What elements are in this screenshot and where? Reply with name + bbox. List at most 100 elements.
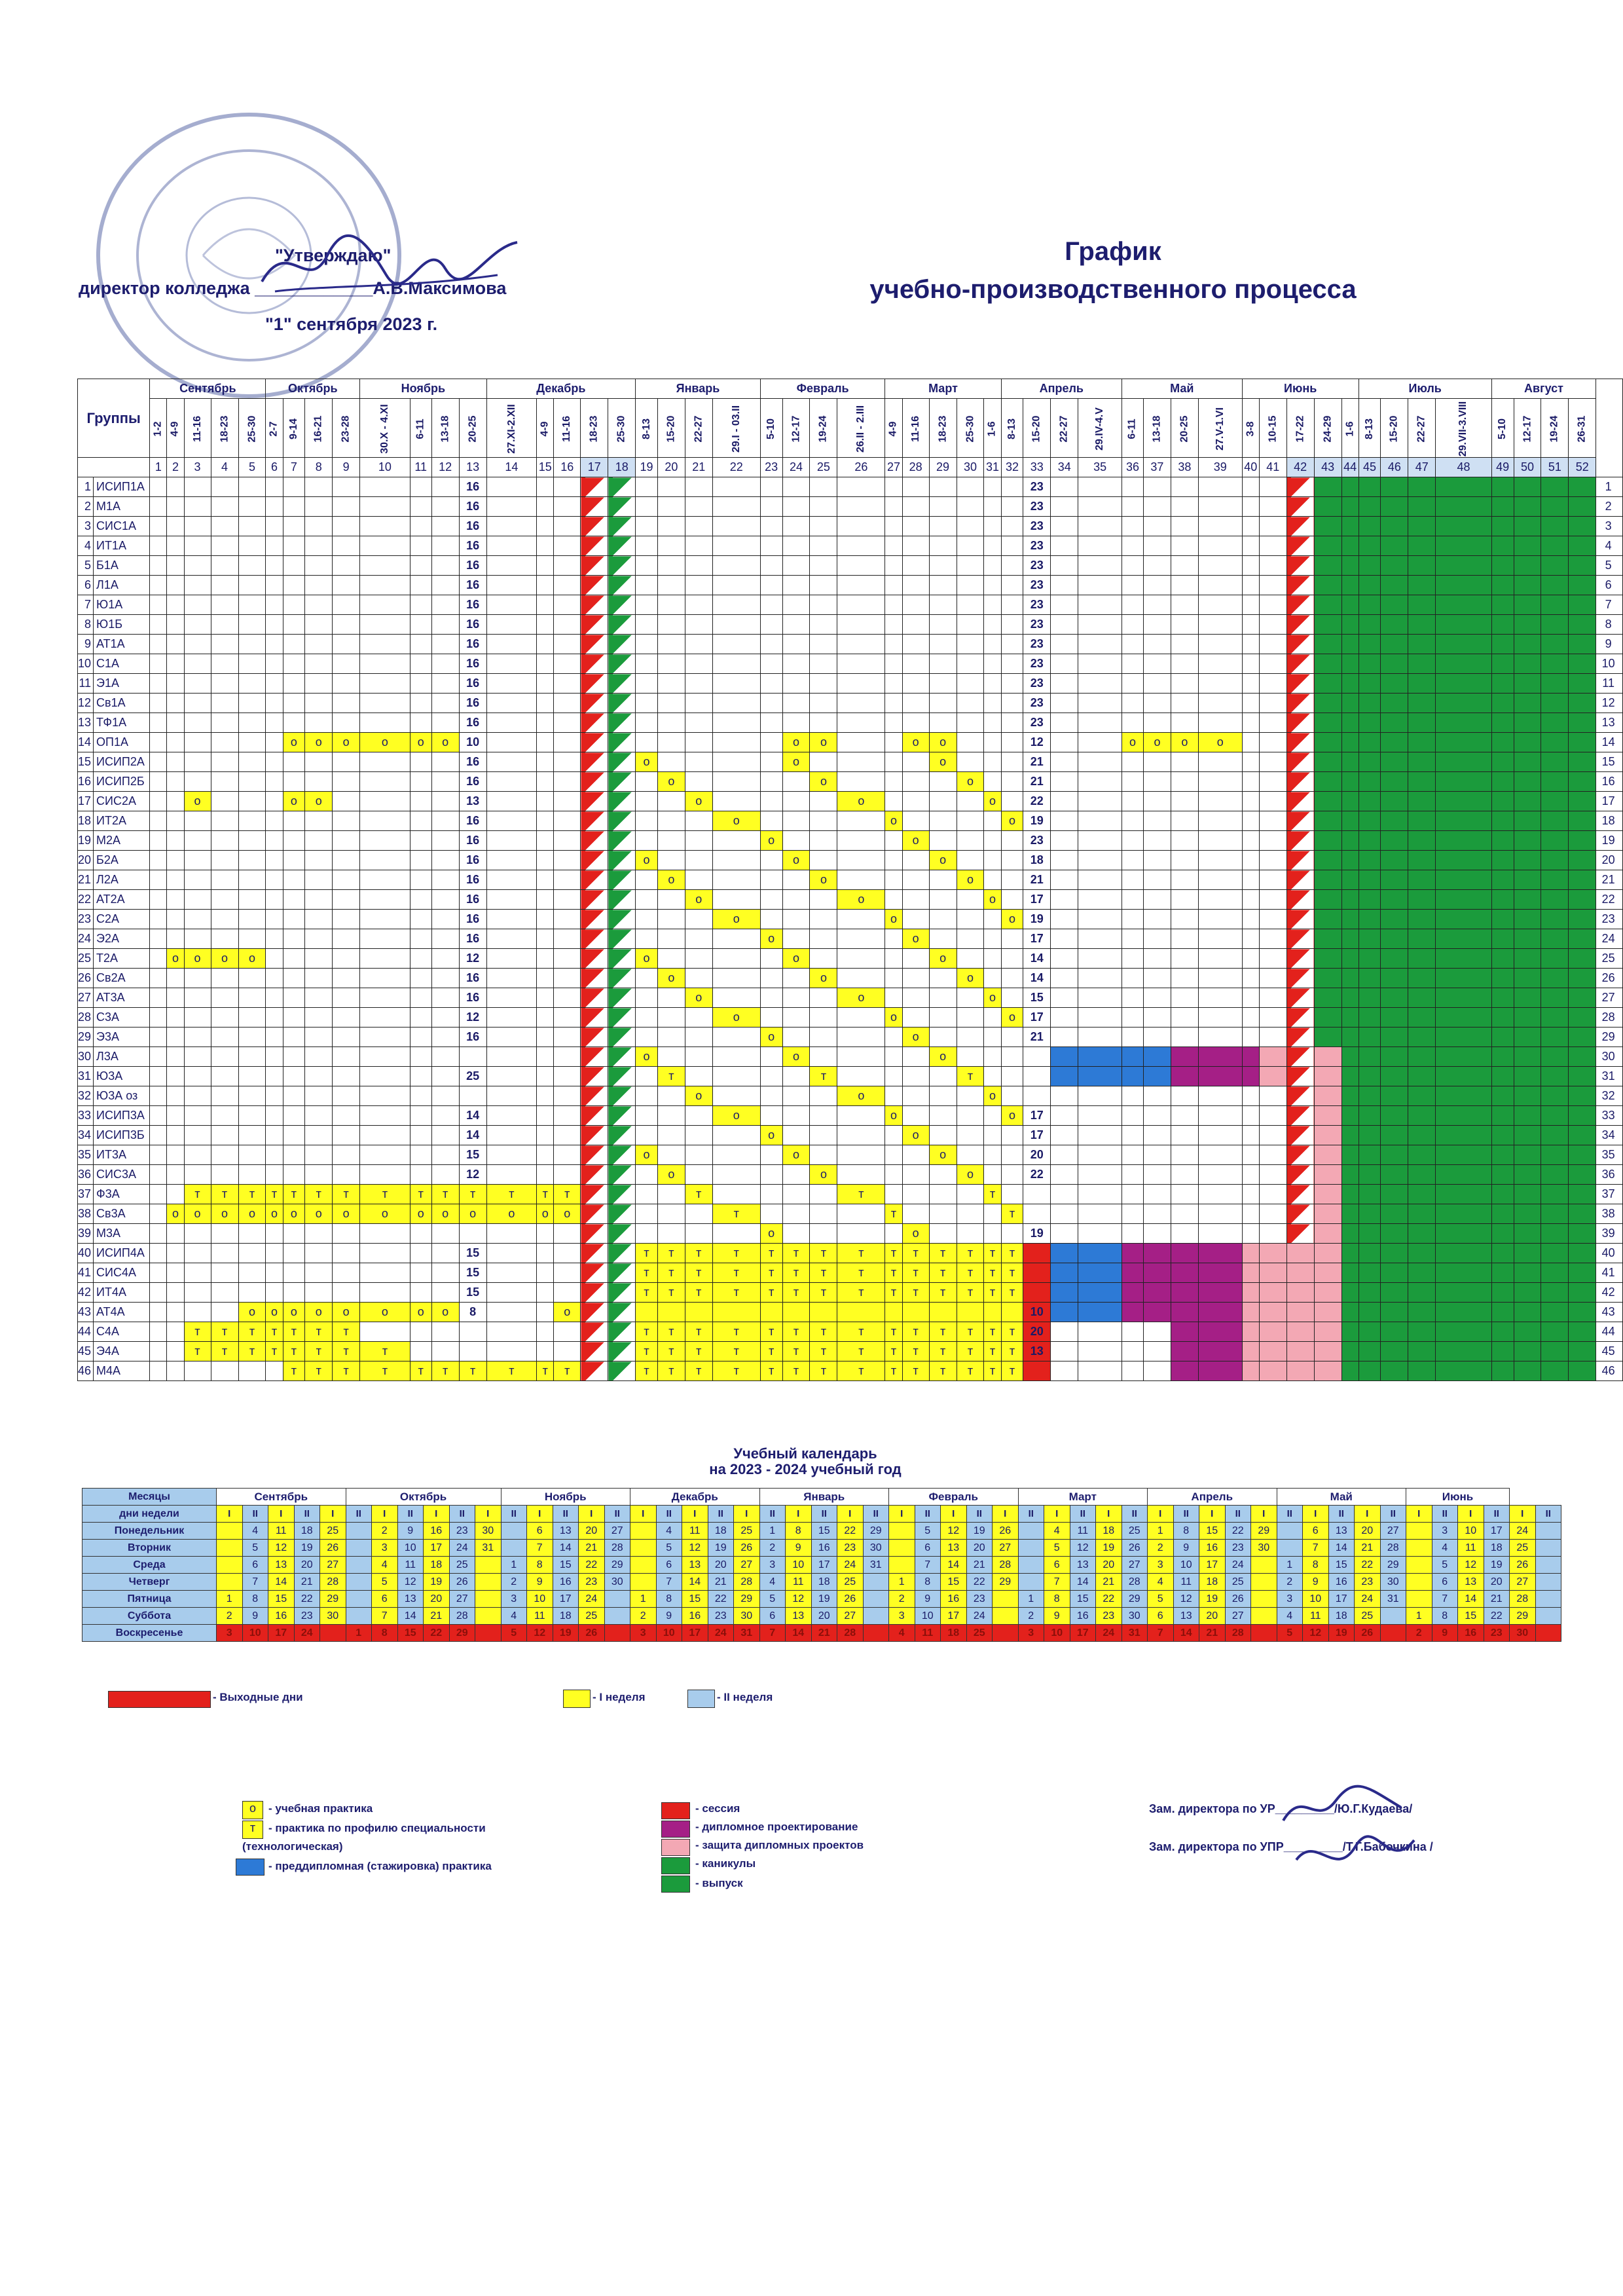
- schedule-cell: [928, 1027, 957, 1047]
- schedule-cell: [759, 732, 783, 752]
- schedule-cell: [431, 496, 460, 517]
- week-number: 23: [759, 457, 783, 477]
- schedule-cell: 23: [1023, 830, 1051, 851]
- calendar-day: 23: [578, 1573, 605, 1591]
- day-label: Вторник: [82, 1539, 217, 1557]
- schedule-cell: [759, 1086, 783, 1106]
- schedule-cell: [1513, 909, 1542, 929]
- calendar-day: [1535, 1607, 1561, 1625]
- schedule-cell: [782, 1302, 811, 1322]
- schedule-cell: [782, 634, 811, 654]
- week1-label: - I неделя: [593, 1691, 646, 1703]
- week-number: 49: [1491, 457, 1514, 477]
- schedule-cell: о: [782, 732, 811, 752]
- schedule-cell: [183, 693, 211, 713]
- schedule-cell: [431, 1282, 460, 1303]
- schedule-cell: [635, 516, 658, 536]
- schedule-cell: [1078, 1046, 1122, 1067]
- schedule-cell: [884, 1125, 903, 1145]
- schedule-cell: [712, 1086, 761, 1106]
- schedule-cell: 16: [458, 496, 487, 517]
- schedule-cell: [608, 575, 636, 595]
- schedule-cell: [657, 536, 685, 556]
- schedule-cell: [884, 791, 903, 811]
- schedule-cell: [1197, 1184, 1243, 1204]
- row-number-right: 17: [1596, 791, 1623, 811]
- schedule-cell: [359, 1263, 410, 1283]
- schedule-cell: [553, 1164, 581, 1185]
- week-type: II: [759, 1505, 786, 1523]
- schedule-cell: [759, 1184, 783, 1204]
- schedule-cell: [1513, 1007, 1542, 1028]
- schedule-cell: [332, 830, 361, 851]
- calendar-day: 14: [552, 1539, 579, 1557]
- group-name: Ю3А: [93, 1066, 151, 1086]
- schedule-cell: т: [902, 1263, 930, 1283]
- week-type: II: [1535, 1505, 1561, 1523]
- schedule-cell: т: [657, 1322, 685, 1342]
- schedule-cell: [782, 771, 811, 792]
- schedule-cell: [1170, 1125, 1199, 1145]
- schedule-cell: [983, 1302, 1002, 1322]
- schedule-cell: [956, 1125, 985, 1145]
- week-number: 48: [1435, 457, 1492, 477]
- schedule-cell: [759, 496, 783, 517]
- schedule-cell: о: [1197, 732, 1243, 752]
- row-number: 34: [77, 1125, 94, 1145]
- calendar-day: 26: [578, 1624, 605, 1642]
- calendar-month: Октябрь: [345, 1488, 501, 1506]
- schedule-cell: [809, 889, 838, 910]
- schedule-cell: [1341, 732, 1359, 752]
- schedule-cell: [902, 595, 930, 615]
- schedule-cell: [759, 791, 783, 811]
- week-type: II: [448, 1505, 475, 1523]
- schedule-cell: [1142, 850, 1171, 870]
- schedule-cell: [1341, 1164, 1359, 1185]
- week-type: II: [1069, 1505, 1096, 1523]
- schedule-cell: [1241, 811, 1260, 831]
- schedule-cell: [1341, 693, 1359, 713]
- schedule-cell: [304, 673, 333, 694]
- schedule-cell: [536, 555, 555, 576]
- schedule-cell: [1341, 811, 1359, 831]
- schedule-cell: о: [902, 830, 930, 851]
- schedule-cell: [1313, 771, 1342, 792]
- schedule-cell: [1142, 614, 1171, 635]
- group-name: Т2А: [93, 948, 151, 969]
- schedule-cell: [1000, 1125, 1024, 1145]
- schedule-cell: [580, 693, 609, 713]
- group-name: СИС1А: [93, 516, 151, 536]
- schedule-cell: о: [884, 811, 903, 831]
- week-number: 51: [1541, 457, 1569, 477]
- schedule-cell: [409, 1243, 432, 1263]
- schedule-cell: [1313, 1204, 1342, 1224]
- schedule-cell: [1258, 732, 1287, 752]
- schedule-cell: [359, 1223, 410, 1244]
- schedule-cell: [1341, 477, 1359, 497]
- schedule-cell: [657, 1105, 685, 1126]
- calendar-day: 29: [733, 1590, 760, 1608]
- schedule-cell: [1000, 889, 1024, 910]
- schedule-cell: [1241, 634, 1260, 654]
- director-signature: [261, 234, 518, 293]
- calendar-day: [345, 1573, 372, 1591]
- schedule-cell: [782, 536, 811, 556]
- schedule-cell: [1568, 1145, 1597, 1165]
- row-number: 45: [77, 1341, 94, 1361]
- schedule-cell: [956, 1302, 985, 1322]
- schedule-cell: т: [884, 1243, 903, 1263]
- schedule-cell: [983, 968, 1002, 988]
- schedule-cell: [580, 1322, 609, 1342]
- schedule-cell: [1000, 1086, 1024, 1106]
- schedule-cell: [1078, 1302, 1122, 1322]
- schedule-cell: [166, 1361, 185, 1381]
- deputy-signature-2: [1295, 1835, 1415, 1861]
- schedule-cell: [782, 477, 811, 497]
- schedule-cell: [166, 1046, 185, 1067]
- schedule-cell: [782, 555, 811, 576]
- schedule-cell: [1258, 830, 1287, 851]
- schedule-cell: [210, 1105, 239, 1126]
- schedule-cell: т: [657, 1282, 685, 1303]
- schedule-cell: [657, 713, 685, 733]
- schedule-cell: [1122, 1125, 1144, 1145]
